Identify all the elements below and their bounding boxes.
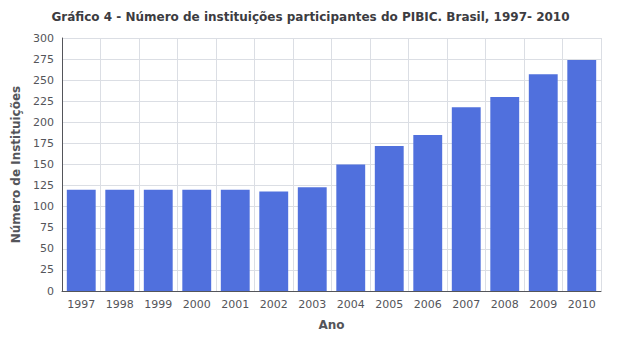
svg-text:100: 100 xyxy=(33,200,54,213)
svg-text:25: 25 xyxy=(40,263,54,276)
svg-text:2001: 2001 xyxy=(221,298,249,311)
svg-text:Gráfico 4 - Número de institui: Gráfico 4 - Número de instituições parti… xyxy=(51,10,569,24)
svg-text:275: 275 xyxy=(33,53,54,66)
svg-text:2008: 2008 xyxy=(491,298,519,311)
svg-text:Número de Instituições: Número de Instituições xyxy=(9,86,23,244)
svg-text:125: 125 xyxy=(33,179,54,192)
svg-text:2003: 2003 xyxy=(298,298,326,311)
svg-text:2009: 2009 xyxy=(529,298,557,311)
svg-text:2007: 2007 xyxy=(452,298,480,311)
svg-text:250: 250 xyxy=(33,74,54,87)
svg-text:2004: 2004 xyxy=(337,298,365,311)
svg-text:0: 0 xyxy=(47,285,54,298)
svg-text:2006: 2006 xyxy=(414,298,442,311)
svg-text:2005: 2005 xyxy=(375,298,403,311)
svg-text:1998: 1998 xyxy=(106,298,134,311)
svg-text:150: 150 xyxy=(33,158,54,171)
svg-text:Ano: Ano xyxy=(318,318,344,332)
svg-text:200: 200 xyxy=(33,116,54,129)
svg-text:2000: 2000 xyxy=(183,298,211,311)
svg-text:225: 225 xyxy=(33,95,54,108)
svg-text:2010: 2010 xyxy=(568,298,596,311)
svg-text:50: 50 xyxy=(40,242,54,255)
svg-text:175: 175 xyxy=(33,137,54,150)
svg-text:1997: 1997 xyxy=(67,298,95,311)
svg-text:1999: 1999 xyxy=(144,298,172,311)
svg-text:300: 300 xyxy=(33,32,54,45)
svg-text:2002: 2002 xyxy=(260,298,288,311)
svg-text:75: 75 xyxy=(40,221,54,234)
